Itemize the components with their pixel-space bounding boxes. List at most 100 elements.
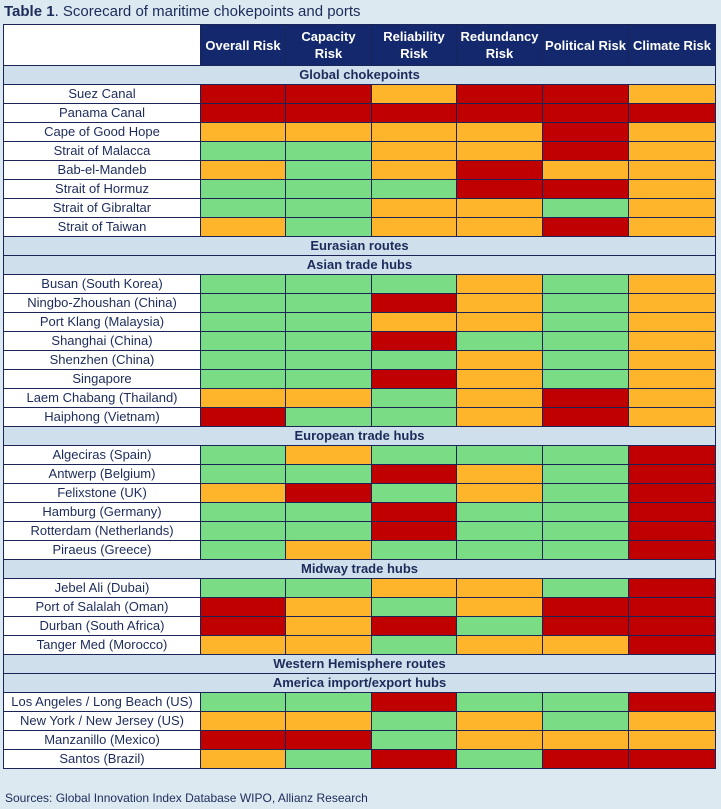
risk-cell-amber [456,635,543,655]
table-row: Cape of Good Hope [3,122,716,142]
risk-cell-amber [456,388,543,408]
risk-cell-red [628,578,716,598]
risk-cell-green [542,331,629,351]
section-header-row: Western Hemisphere routes [3,654,716,674]
location-name: Suez Canal [3,84,201,104]
risk-cell-amber [628,198,716,218]
risk-cell-green [542,521,629,541]
scorecard-table: Overall Risk Capacity Risk Reliability R… [3,24,716,769]
risk-cell-amber [456,597,543,617]
table-row: Manzanillo (Mexico) [3,730,716,750]
location-name: Strait of Malacca [3,141,201,161]
risk-cell-amber [628,179,716,199]
location-name: Rotterdam (Netherlands) [3,521,201,541]
risk-cell-green [200,369,286,389]
risk-cell-amber [371,141,457,161]
table-row: Busan (South Korea) [3,274,716,294]
risk-cell-amber [200,160,286,180]
risk-cell-green [285,521,372,541]
section-header: Global chokepoints [3,65,716,85]
risk-cell-green [542,198,629,218]
risk-cell-amber [542,160,629,180]
risk-cell-green [456,331,543,351]
risk-cell-amber [371,217,457,237]
risk-cell-green [200,179,286,199]
risk-cell-amber [628,350,716,370]
location-name: Strait of Taiwan [3,217,201,237]
risk-cell-red [200,407,286,427]
risk-cell-red [200,730,286,750]
table-row: Rotterdam (Netherlands) [3,521,716,541]
risk-cell-green [285,407,372,427]
risk-cell-red [542,84,629,104]
risk-cell-amber [628,274,716,294]
table-row: Laem Chabang (Thailand) [3,388,716,408]
risk-cell-amber [371,122,457,142]
header-corner [3,24,201,66]
table-row: Strait of Malacca [3,141,716,161]
section-header: European trade hubs [3,426,716,446]
risk-cell-green [542,502,629,522]
risk-cell-red [371,521,457,541]
risk-cell-amber [200,217,286,237]
risk-cell-amber [456,274,543,294]
risk-cell-red [628,635,716,655]
table-row: Suez Canal [3,84,716,104]
section-header-row: Midway trade hubs [3,559,716,579]
risk-cell-amber [200,388,286,408]
section-header: Asian trade hubs [3,255,716,275]
risk-cell-green [200,540,286,560]
risk-cell-red [371,103,457,123]
risk-cell-amber [456,293,543,313]
table-row: Algeciras (Spain) [3,445,716,465]
section-header-row: America import/export hubs [3,673,716,693]
risk-cell-red [200,84,286,104]
section-header-row: European trade hubs [3,426,716,446]
location-name: Los Angeles / Long Beach (US) [3,692,201,712]
risk-cell-green [371,445,457,465]
risk-cell-green [542,464,629,484]
risk-cell-red [371,749,457,769]
table-row: Singapore [3,369,716,389]
risk-cell-red [371,293,457,313]
risk-cell-red [542,103,629,123]
risk-cell-red [371,502,457,522]
risk-cell-red [628,521,716,541]
risk-cell-red [200,597,286,617]
risk-cell-green [371,597,457,617]
table-row: Shenzhen (China) [3,350,716,370]
risk-cell-amber [285,635,372,655]
risk-cell-red [628,103,716,123]
risk-cell-amber [628,711,716,731]
risk-cell-red [628,749,716,769]
risk-cell-amber [628,160,716,180]
risk-cell-green [285,331,372,351]
risk-cell-amber [285,122,372,142]
risk-cell-amber [456,369,543,389]
risk-cell-amber [456,483,543,503]
risk-cell-amber [628,369,716,389]
risk-cell-green [200,350,286,370]
location-name: Port Klang (Malaysia) [3,312,201,332]
risk-cell-amber [628,84,716,104]
risk-cell-green [285,141,372,161]
col-header-political: Political Risk [542,24,629,66]
risk-cell-red [456,160,543,180]
location-name: Durban (South Africa) [3,616,201,636]
risk-cell-amber [456,578,543,598]
risk-cell-green [200,521,286,541]
risk-cell-amber [628,217,716,237]
risk-cell-green [371,388,457,408]
risk-cell-amber [628,312,716,332]
table-row: Los Angeles / Long Beach (US) [3,692,716,712]
location-name: Busan (South Korea) [3,274,201,294]
table-row: Port of Salalah (Oman) [3,597,716,617]
location-name: Strait of Hormuz [3,179,201,199]
risk-cell-amber [285,388,372,408]
risk-cell-green [285,502,372,522]
section-header: Western Hemisphere routes [3,654,716,674]
risk-cell-green [456,502,543,522]
source-note: Sources: Global Innovation Index Databas… [5,791,368,805]
risk-cell-green [285,369,372,389]
risk-cell-red [285,84,372,104]
